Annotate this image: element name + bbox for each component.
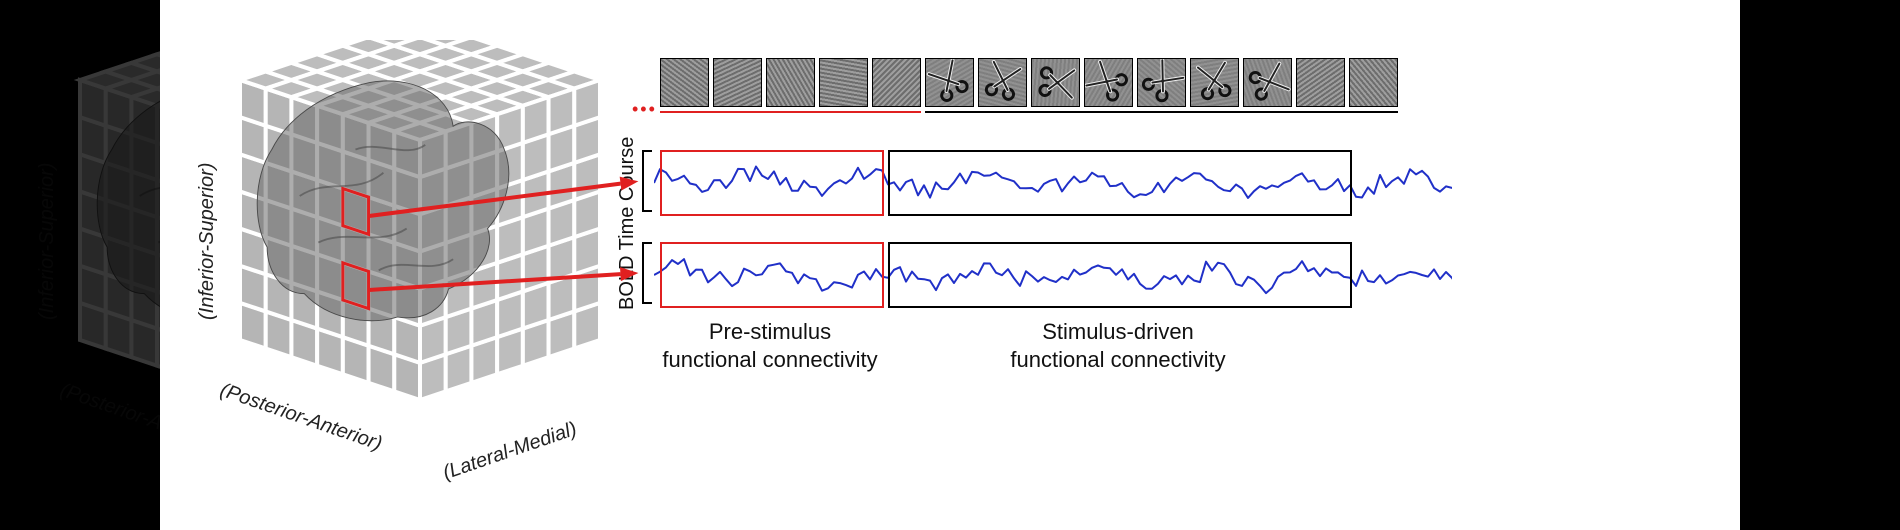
stim-tile-noise: [1296, 58, 1345, 107]
stim-tile-noise: [1349, 58, 1398, 107]
stim-tile-scissors: [1243, 58, 1292, 107]
arrow: [369, 273, 638, 290]
caption-pre-stimulus: Pre-stimulusfunctional connectivity: [620, 318, 920, 373]
figure-stage: (Inferior-Superior)(Posterior-Anterior)(…: [0, 0, 1900, 530]
caption-stimulus-driven: Stimulus-drivenfunctional connectivity: [968, 318, 1268, 373]
stim-tile-noise: [713, 58, 762, 107]
pre-stimulus-box: [660, 150, 884, 216]
stimulus-box: [888, 242, 1352, 308]
pre-stimulus-box: [660, 242, 884, 308]
axis-inferior-superior: (Inferior-Superior): [196, 163, 219, 320]
stim-tile-noise: [872, 58, 921, 107]
stim-tile-scissors: [1190, 58, 1239, 107]
stim-tile-scissors: [925, 58, 974, 107]
underline-pre: [660, 111, 921, 113]
stim-tile-noise: [819, 58, 868, 107]
underline-stim: [925, 111, 1398, 113]
stimulus-strip: [660, 58, 1398, 107]
stim-tile-noise: [766, 58, 815, 107]
stim-tile-scissors: [978, 58, 1027, 107]
stim-tile-scissors: [1137, 58, 1186, 107]
stim-tile-scissors: [1084, 58, 1133, 107]
stim-tile-scissors: [1031, 58, 1080, 107]
main-panel: (Inferior-Superior)(Posterior-Anterior)(…: [160, 0, 1740, 530]
bracket-row-2: [642, 242, 644, 304]
timecourse-row: [660, 242, 1458, 308]
bracket-row-1: [642, 150, 644, 212]
stimulus-box: [888, 150, 1352, 216]
stim-tile-noise: [660, 58, 709, 107]
timecourse-row: [660, 150, 1458, 216]
